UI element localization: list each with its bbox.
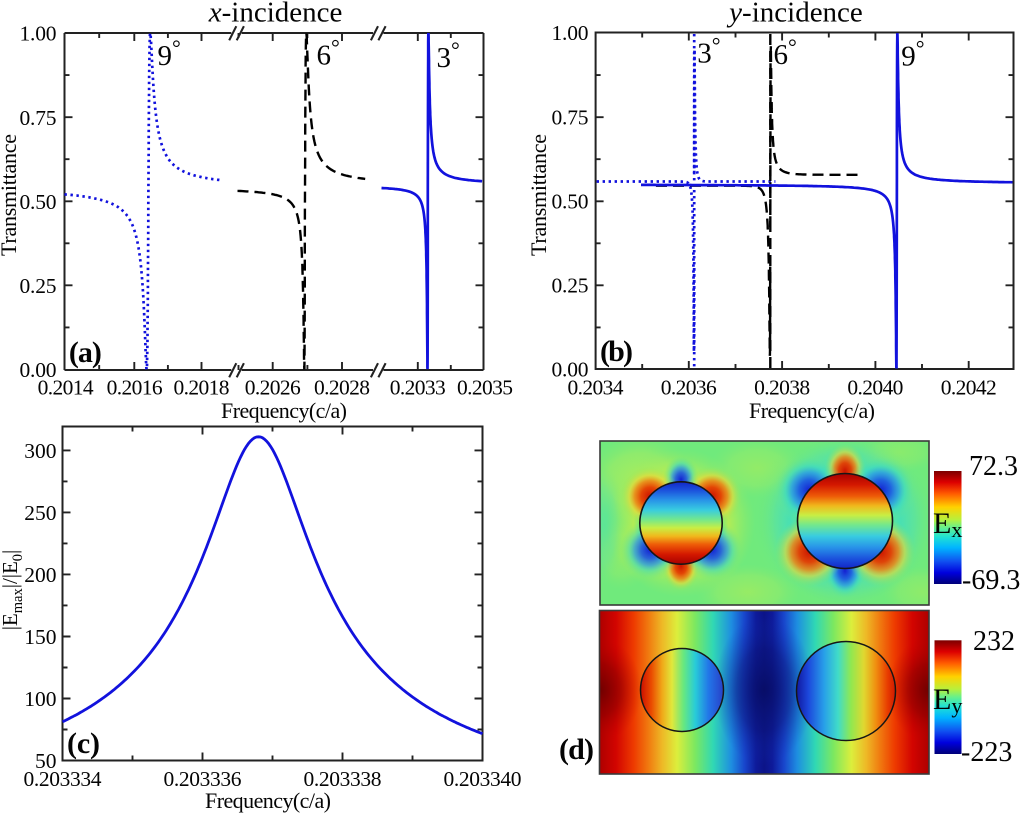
svg-text:0.2034: 0.2034 [568,376,624,400]
svg-text:0.203334: 0.203334 [24,767,102,791]
svg-text:0.25: 0.25 [552,274,589,298]
svg-text:0.50: 0.50 [552,189,589,213]
svg-text:(c): (c) [67,727,100,760]
svg-text:200: 200 [24,563,56,587]
svg-text:0.00: 0.00 [20,358,57,382]
svg-text:y-incidence: y-incidence [726,0,863,29]
svg-text:0.2018: 0.2018 [174,376,230,400]
svg-text:(d): (d) [559,733,594,766]
svg-text:Frequency(c/a): Frequency(c/a) [205,788,331,813]
svg-text:(b): (b) [600,335,633,368]
svg-text:50: 50 [35,749,57,773]
svg-text:Transmittance: Transmittance [526,134,551,256]
svg-text:|Emax|/|E0|: |Emax|/|E0| [0,550,26,631]
svg-text:0.203340: 0.203340 [444,767,522,791]
svg-text:0.2038: 0.2038 [754,376,810,400]
svg-text:Frequency(c/a): Frequency(c/a) [749,398,875,423]
svg-text:1.00: 1.00 [20,22,57,46]
svg-text:Frequency(c/a): Frequency(c/a) [221,398,347,423]
svg-text:x-incidence: x-incidence [208,0,343,29]
svg-text:0.50: 0.50 [20,190,57,214]
svg-text:0.203336: 0.203336 [164,767,242,791]
svg-text:-69.3: -69.3 [962,565,1020,596]
svg-text:300: 300 [24,439,56,463]
svg-text:0.2036: 0.2036 [661,376,717,400]
svg-text:0.75: 0.75 [552,105,589,129]
svg-text:0.2033: 0.2033 [390,376,446,400]
svg-text:0.2016: 0.2016 [107,376,163,400]
svg-text:0.25: 0.25 [20,274,57,298]
svg-text:232: 232 [973,626,1015,657]
svg-text:0.2014: 0.2014 [38,376,94,400]
svg-text:0.2026: 0.2026 [245,376,301,400]
svg-text:150: 150 [24,625,56,649]
svg-text:0.2042: 0.2042 [941,376,997,400]
svg-text:250: 250 [24,501,56,525]
svg-text:100: 100 [24,687,56,711]
svg-text:-223: -223 [961,737,1012,768]
svg-text:0.00: 0.00 [552,358,589,382]
svg-text:0.2035: 0.2035 [457,376,513,400]
svg-text:72.3: 72.3 [969,451,1018,482]
svg-text:0.75: 0.75 [20,106,57,130]
svg-text:1.00: 1.00 [552,21,589,45]
svg-text:(a): (a) [69,336,102,369]
svg-text:0.2028: 0.2028 [314,376,370,400]
svg-text:0.203338: 0.203338 [304,767,382,791]
svg-text:0.2040: 0.2040 [847,376,903,400]
svg-text:Transmittance: Transmittance [0,134,21,256]
